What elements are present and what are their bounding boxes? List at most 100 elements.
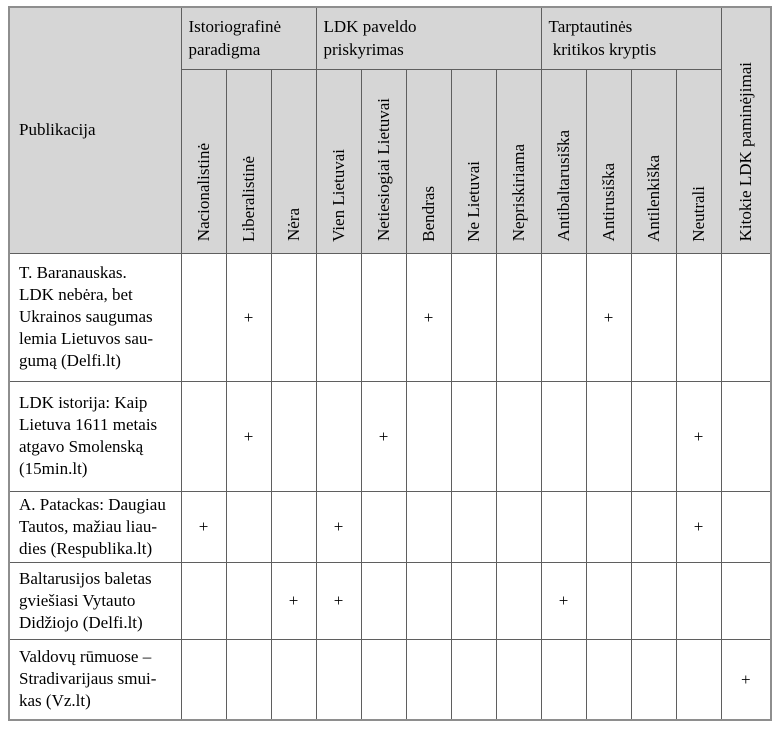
mark-cell: [225, 490, 272, 563]
column-header-nepriskiriama: Nepriskiriama: [495, 68, 542, 254]
mark-cell: [405, 638, 452, 721]
mark-cell: [495, 490, 542, 563]
column-header-antibaltarusiska: Antibaltarusiška: [540, 68, 587, 254]
column-header-label: Kitokie LDK paminėjimai: [735, 62, 755, 242]
mark-cell: [585, 490, 632, 563]
column-header-bendras: Bendras: [405, 68, 452, 254]
mark-cell: [540, 252, 587, 382]
mark-cell: +: [540, 561, 587, 640]
subheader-row: Nacionalistinė Liberalistinė Nėra Vien L…: [9, 68, 771, 254]
column-header-label: Ne Lietuvai: [463, 160, 483, 242]
group-header-tarptautines-kritikos-kryptis: Tarptautinės kritikos kryptis: [540, 6, 722, 70]
mark-cell: +: [675, 490, 722, 563]
column-header-liberalistine: Liberalistinė: [225, 68, 272, 254]
column-header-antirusiska: Antirusiška: [585, 68, 632, 254]
mark-cell: [225, 638, 272, 721]
mark-cell: [630, 252, 677, 382]
mark-cell: [315, 380, 362, 492]
column-header-label: Antilenkiška: [643, 154, 663, 242]
mark-cell: [360, 490, 407, 563]
mark-cell: [225, 561, 272, 640]
mark-cell: [450, 380, 497, 492]
mark-cell: [540, 380, 587, 492]
mark-cell: [630, 561, 677, 640]
mark-cell: [720, 490, 772, 563]
column-header-kitokie-ldk-paminejimai: Kitokie LDK paminėjimai: [720, 6, 772, 254]
publication-cell: Valdovų rūmuose – Stradivarijaus smui- k…: [8, 638, 182, 721]
mark-cell: [405, 490, 452, 563]
mark-cell: +: [225, 252, 272, 382]
column-header-netiesiogiai-lietuvai: Netiesiogiai Lietuvai: [360, 68, 407, 254]
mark-cell: [720, 561, 772, 640]
column-header-neutrali: Neutrali: [675, 68, 722, 254]
column-header-antilenkiska: Antilenkiška: [630, 68, 677, 254]
mark-cell: [360, 638, 407, 721]
mark-cell: +: [315, 490, 362, 563]
column-header-label: Vien Lietuvai: [328, 148, 348, 242]
mark-cell: [540, 638, 587, 721]
mark-cell: [270, 490, 317, 563]
table-row: Valdovų rūmuose – Stradivarijaus smui- k…: [8, 638, 772, 721]
mark-cell: [630, 490, 677, 563]
mark-cell: [630, 638, 677, 721]
mark-cell: [495, 252, 542, 382]
mark-cell: [675, 561, 722, 640]
column-header-label: Antirusiška: [598, 163, 618, 242]
group-header-ldk-paveldo-priskyrimas: LDK paveldo priskyrimas: [315, 6, 542, 70]
mark-cell: [495, 561, 542, 640]
mark-cell: [180, 561, 227, 640]
column-header-label: Neutrali: [688, 185, 708, 242]
mark-cell: +: [180, 490, 227, 563]
table-row: LDK istorija: Kaip Lietuva 1611 metais a…: [8, 380, 772, 492]
mark-cell: [675, 638, 722, 721]
mark-cell: [495, 380, 542, 492]
mark-cell: [585, 561, 632, 640]
column-header-nera: Nėra: [270, 68, 317, 254]
column-header-label: Netiesiogiai Lietuvai: [373, 98, 393, 242]
mark-cell: [270, 638, 317, 721]
mark-cell: [405, 561, 452, 640]
mark-cell: [720, 252, 772, 382]
column-header-label: Nacionalistinė: [193, 143, 213, 242]
publications-analysis-table: Publikacija Istoriografinė paradigma LDK…: [8, 6, 773, 721]
mark-cell: [720, 380, 772, 492]
table-row: T. Baranauskas. LDK nebėra, bet Ukrainos…: [8, 252, 772, 382]
mark-cell: [450, 490, 497, 563]
mark-cell: [450, 561, 497, 640]
column-header-nacionalistine: Nacionalistinė: [180, 68, 227, 254]
mark-cell: [585, 638, 632, 721]
table-row: A. Patackas: Daugiau Tautos, mažiau liau…: [8, 490, 772, 563]
mark-cell: [405, 380, 452, 492]
group-header-istoriografine-paradigma: Istoriografinė paradigma: [180, 6, 317, 70]
mark-cell: [180, 252, 227, 382]
mark-cell: [270, 380, 317, 492]
mark-cell: +: [675, 380, 722, 492]
table-row: Baltarusijos baletas gviešiasi Vytauto D…: [8, 561, 772, 640]
mark-cell: [180, 380, 227, 492]
mark-cell: +: [315, 561, 362, 640]
column-header-vien-lietuvai: Vien Lietuvai: [315, 68, 362, 254]
mark-cell: +: [360, 380, 407, 492]
mark-cell: +: [405, 252, 452, 382]
mark-cell: [540, 490, 587, 563]
publication-cell: A. Patackas: Daugiau Tautos, mažiau liau…: [8, 490, 182, 563]
corner-header-publikacija: Publikacija: [8, 6, 182, 254]
publication-cell: Baltarusijos baletas gviešiasi Vytauto D…: [8, 561, 182, 640]
mark-cell: [180, 638, 227, 721]
group-header-row: Publikacija Istoriografinė paradigma LDK…: [8, 6, 772, 254]
column-header-label: Nepriskiriama: [508, 144, 528, 242]
column-header-label: Liberalistinė: [238, 155, 258, 242]
mark-cell: [585, 380, 632, 492]
mark-cell: [360, 561, 407, 640]
column-header-label: Nėra: [283, 208, 303, 242]
mark-cell: [675, 252, 722, 382]
mark-cell: +: [720, 638, 772, 721]
publication-cell: T. Baranauskas. LDK nebėra, bet Ukrainos…: [8, 252, 182, 382]
mark-cell: [360, 252, 407, 382]
mark-cell: [315, 638, 362, 721]
mark-cell: [315, 252, 362, 382]
mark-cell: [495, 638, 542, 721]
column-header-label: Antibaltarusiška: [553, 130, 573, 242]
mark-cell: [630, 380, 677, 492]
mark-cell: [450, 252, 497, 382]
